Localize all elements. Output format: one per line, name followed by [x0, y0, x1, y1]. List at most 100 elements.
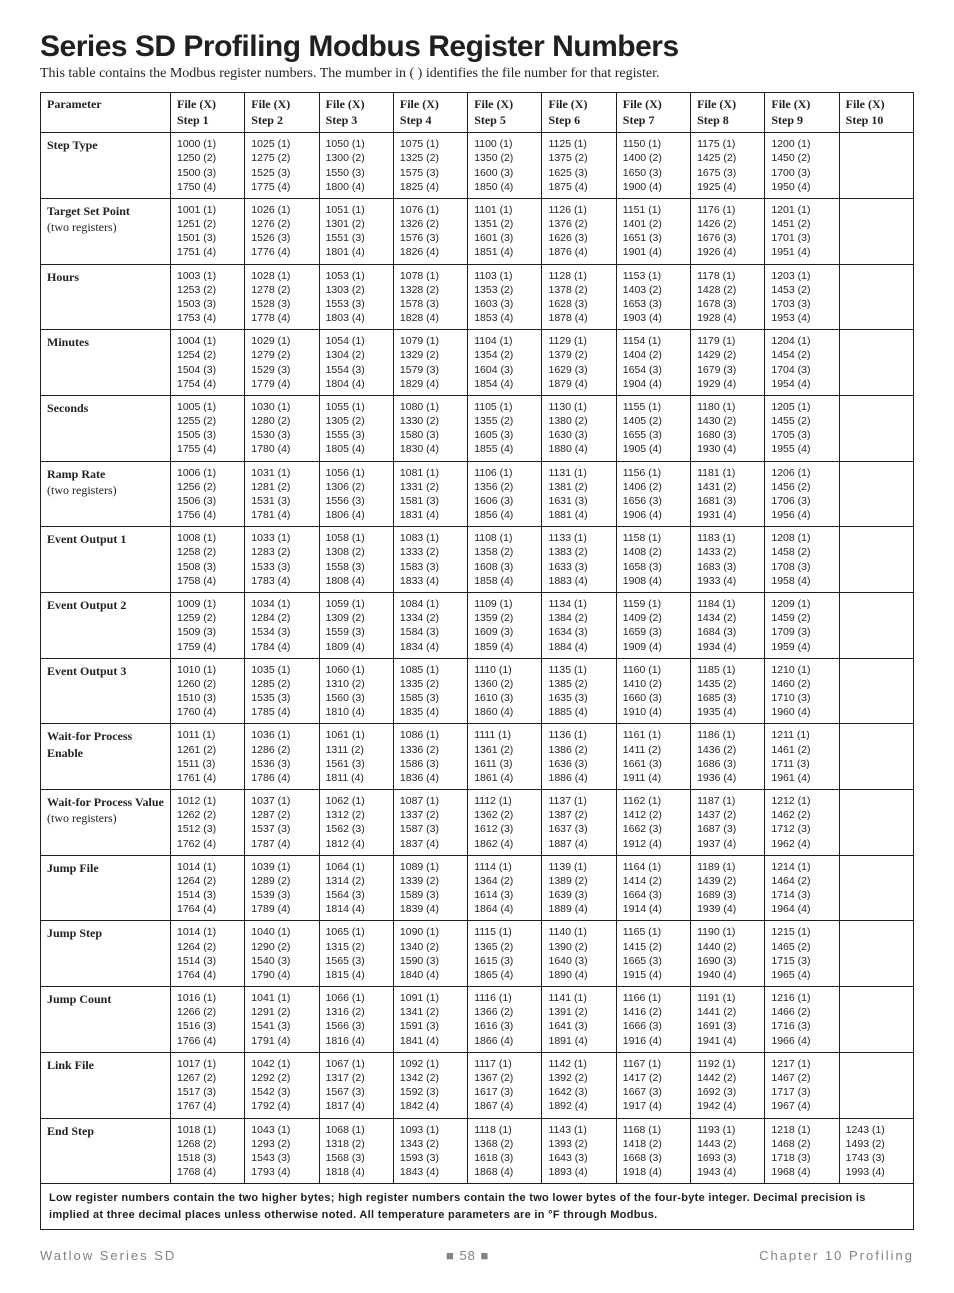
table-row: Seconds1005 (1)1255 (2)1505 (3)1755 (4)1…: [41, 395, 914, 461]
value-cell: 1159 (1)1409 (2)1659 (3)1909 (4): [616, 593, 690, 659]
col-header: File (X)Step 8: [691, 93, 765, 133]
col-header: File (X)Step 5: [468, 93, 542, 133]
value-cell: 1001 (1)1251 (2)1501 (3)1751 (4): [171, 198, 245, 264]
value-cell: 1178 (1)1428 (2)1678 (3)1928 (4): [691, 264, 765, 330]
value-cell: 1137 (1)1387 (2)1637 (3)1887 (4): [542, 790, 616, 856]
value-cell: 1104 (1)1354 (2)1604 (3)1854 (4): [468, 330, 542, 396]
value-cell: 1009 (1)1259 (2)1509 (3)1759 (4): [171, 593, 245, 659]
value-cell: 1016 (1)1266 (2)1516 (3)1766 (4): [171, 987, 245, 1053]
value-cell: 1191 (1)1441 (2)1691 (3)1941 (4): [691, 987, 765, 1053]
value-cell: 1040 (1)1290 (2)1540 (3)1790 (4): [245, 921, 319, 987]
value-cell: 1203 (1)1453 (2)1703 (3)1953 (4): [765, 264, 839, 330]
value-cell: 1115 (1)1365 (2)1615 (3)1865 (4): [468, 921, 542, 987]
value-cell: 1200 (1)1450 (2)1700 (3)1950 (4): [765, 133, 839, 199]
param-cell: Jump Step: [41, 921, 171, 987]
value-cell: 1180 (1)1430 (2)1680 (3)1930 (4): [691, 395, 765, 461]
value-cell: 1186 (1)1436 (2)1686 (3)1936 (4): [691, 724, 765, 790]
table-row: Event Output 21009 (1)1259 (2)1509 (3)17…: [41, 593, 914, 659]
footnote-row: Low register numbers contain the two hig…: [41, 1184, 914, 1230]
value-cell: 1110 (1)1360 (2)1610 (3)1860 (4): [468, 658, 542, 724]
value-cell: [839, 593, 913, 659]
param-cell: Target Set Point(two registers): [41, 198, 171, 264]
value-cell: 1190 (1)1440 (2)1690 (3)1940 (4): [691, 921, 765, 987]
value-cell: [839, 133, 913, 199]
value-cell: [839, 330, 913, 396]
value-cell: 1066 (1)1316 (2)1566 (3)1816 (4): [319, 987, 393, 1053]
value-cell: 1080 (1)1330 (2)1580 (3)1830 (4): [393, 395, 467, 461]
value-cell: 1133 (1)1383 (2)1633 (3)1883 (4): [542, 527, 616, 593]
value-cell: 1006 (1)1256 (2)1506 (3)1756 (4): [171, 461, 245, 527]
value-cell: 1025 (1)1275 (2)1525 (3)1775 (4): [245, 133, 319, 199]
table-row: Step Type1000 (1)1250 (2)1500 (3)1750 (4…: [41, 133, 914, 199]
value-cell: [839, 987, 913, 1053]
value-cell: 1162 (1)1412 (2)1662 (3)1912 (4): [616, 790, 690, 856]
value-cell: 1187 (1)1437 (2)1687 (3)1937 (4): [691, 790, 765, 856]
value-cell: 1093 (1)1343 (2)1593 (3)1843 (4): [393, 1118, 467, 1184]
value-cell: 1189 (1)1439 (2)1689 (3)1939 (4): [691, 855, 765, 921]
value-cell: 1000 (1)1250 (2)1500 (3)1750 (4): [171, 133, 245, 199]
value-cell: 1136 (1)1386 (2)1636 (3)1886 (4): [542, 724, 616, 790]
value-cell: [839, 198, 913, 264]
value-cell: 1042 (1)1292 (2)1542 (3)1792 (4): [245, 1052, 319, 1118]
value-cell: 1185 (1)1435 (2)1685 (3)1935 (4): [691, 658, 765, 724]
value-cell: 1051 (1)1301 (2)1551 (3)1801 (4): [319, 198, 393, 264]
table-row: Event Output 11008 (1)1258 (2)1508 (3)17…: [41, 527, 914, 593]
value-cell: 1014 (1)1264 (2)1514 (3)1764 (4): [171, 921, 245, 987]
value-cell: [839, 527, 913, 593]
value-cell: 1181 (1)1431 (2)1681 (3)1931 (4): [691, 461, 765, 527]
value-cell: 1018 (1)1268 (2)1518 (3)1768 (4): [171, 1118, 245, 1184]
value-cell: [839, 921, 913, 987]
value-cell: 1029 (1)1279 (2)1529 (3)1779 (4): [245, 330, 319, 396]
value-cell: 1008 (1)1258 (2)1508 (3)1758 (4): [171, 527, 245, 593]
value-cell: 1167 (1)1417 (2)1667 (3)1917 (4): [616, 1052, 690, 1118]
col-header: Parameter: [41, 93, 171, 133]
value-cell: 1130 (1)1380 (2)1630 (3)1880 (4): [542, 395, 616, 461]
value-cell: 1192 (1)1442 (2)1692 (3)1942 (4): [691, 1052, 765, 1118]
value-cell: 1206 (1)1456 (2)1706 (3)1956 (4): [765, 461, 839, 527]
value-cell: 1112 (1)1362 (2)1612 (3)1862 (4): [468, 790, 542, 856]
table-row: Wait-for Process Enable1011 (1)1261 (2)1…: [41, 724, 914, 790]
value-cell: 1004 (1)1254 (2)1504 (3)1754 (4): [171, 330, 245, 396]
page-title: Series SD Profiling Modbus Register Numb…: [40, 30, 914, 64]
param-cell: End Step: [41, 1118, 171, 1184]
value-cell: 1164 (1)1414 (2)1664 (3)1914 (4): [616, 855, 690, 921]
table-row: Minutes1004 (1)1254 (2)1504 (3)1754 (4)1…: [41, 330, 914, 396]
value-cell: 1050 (1)1300 (2)1550 (3)1800 (4): [319, 133, 393, 199]
col-header: File (X)Step 7: [616, 93, 690, 133]
value-cell: 1210 (1)1460 (2)1710 (3)1960 (4): [765, 658, 839, 724]
table-row: Hours1003 (1)1253 (2)1503 (3)1753 (4)102…: [41, 264, 914, 330]
param-cell: Step Type: [41, 133, 171, 199]
value-cell: 1143 (1)1393 (2)1643 (3)1893 (4): [542, 1118, 616, 1184]
value-cell: 1135 (1)1385 (2)1635 (3)1885 (4): [542, 658, 616, 724]
value-cell: [839, 790, 913, 856]
value-cell: 1105 (1)1355 (2)1605 (3)1855 (4): [468, 395, 542, 461]
value-cell: 1158 (1)1408 (2)1658 (3)1908 (4): [616, 527, 690, 593]
value-cell: 1061 (1)1311 (2)1561 (3)1811 (4): [319, 724, 393, 790]
value-cell: 1139 (1)1389 (2)1639 (3)1889 (4): [542, 855, 616, 921]
value-cell: 1078 (1)1328 (2)1578 (3)1828 (4): [393, 264, 467, 330]
param-cell: Wait-for Process Value(two registers): [41, 790, 171, 856]
value-cell: 1214 (1)1464 (2)1714 (3)1964 (4): [765, 855, 839, 921]
value-cell: 1011 (1)1261 (2)1511 (3)1761 (4): [171, 724, 245, 790]
param-cell: Jump File: [41, 855, 171, 921]
table-row: Jump Count1016 (1)1266 (2)1516 (3)1766 (…: [41, 987, 914, 1053]
value-cell: 1218 (1)1468 (2)1718 (3)1968 (4): [765, 1118, 839, 1184]
value-cell: 1151 (1)1401 (2)1651 (3)1901 (4): [616, 198, 690, 264]
footer-left: Watlow Series SD: [40, 1248, 176, 1263]
value-cell: 1075 (1)1325 (2)1575 (3)1825 (4): [393, 133, 467, 199]
col-header: File (X)Step 2: [245, 93, 319, 133]
value-cell: 1026 (1)1276 (2)1526 (3)1776 (4): [245, 198, 319, 264]
value-cell: 1156 (1)1406 (2)1656 (3)1906 (4): [616, 461, 690, 527]
value-cell: 1108 (1)1358 (2)1608 (3)1858 (4): [468, 527, 542, 593]
value-cell: 1209 (1)1459 (2)1709 (3)1959 (4): [765, 593, 839, 659]
value-cell: 1012 (1)1262 (2)1512 (3)1762 (4): [171, 790, 245, 856]
value-cell: 1036 (1)1286 (2)1536 (3)1786 (4): [245, 724, 319, 790]
value-cell: 1211 (1)1461 (2)1711 (3)1961 (4): [765, 724, 839, 790]
value-cell: 1201 (1)1451 (2)1701 (3)1951 (4): [765, 198, 839, 264]
table-row: Target Set Point(two registers)1001 (1)1…: [41, 198, 914, 264]
value-cell: 1062 (1)1312 (2)1562 (3)1812 (4): [319, 790, 393, 856]
footer-page: ■ 58 ■: [446, 1248, 489, 1263]
table-row: Wait-for Process Value(two registers)101…: [41, 790, 914, 856]
value-cell: 1064 (1)1314 (2)1564 (3)1814 (4): [319, 855, 393, 921]
value-cell: 1037 (1)1287 (2)1537 (3)1787 (4): [245, 790, 319, 856]
